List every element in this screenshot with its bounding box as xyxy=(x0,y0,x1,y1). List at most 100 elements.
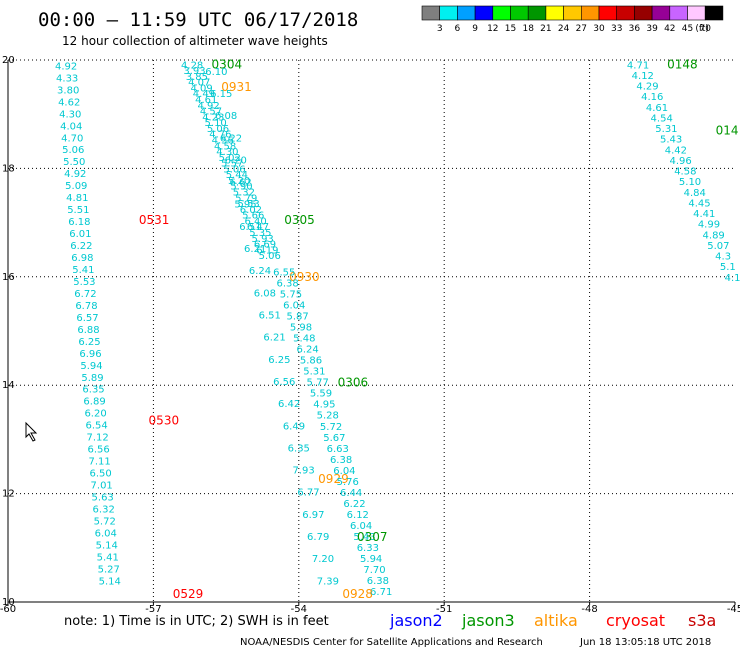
swh-value-label: 4.81 xyxy=(66,193,88,204)
swh-value-label: 6.63 xyxy=(327,444,349,455)
swh-value-label: 6.42 xyxy=(278,399,300,410)
swh-value-label: 4.16 xyxy=(641,92,663,103)
swh-value-label: 4.45 xyxy=(688,198,710,209)
footer-note: note: 1) Time is in UTC; 2) SWH is in fe… xyxy=(64,614,329,629)
swh-value-label: 6.88 xyxy=(77,325,99,336)
swh-value-label: 5.06 xyxy=(207,124,229,135)
swh-value-label: 6.62 xyxy=(230,178,252,189)
swh-value-label: 5.14 xyxy=(99,576,121,587)
swh-value-label: 5.06 xyxy=(62,145,84,156)
swh-value-label: 5.51 xyxy=(67,205,89,216)
swh-value-label: 5.44 xyxy=(226,170,248,181)
swh-value-label: 4.92 xyxy=(197,101,219,112)
swh-value-label: 5.32 xyxy=(233,188,255,199)
colorbar-tick-label: 6 xyxy=(455,24,461,34)
swh-value-label: 6.79 xyxy=(307,532,329,543)
swh-value-label: 6.51 xyxy=(259,311,281,322)
swh-value-label: 5.90 xyxy=(230,182,252,193)
satellite-legend-altika: altika xyxy=(534,611,578,630)
colorbar-tick-label: 42 xyxy=(664,24,675,34)
pass-time-label: 0529 xyxy=(173,587,204,601)
colorbar-unit: (ft) xyxy=(695,24,709,34)
pass-time-label: 0306 xyxy=(338,375,369,389)
swh-value-label: 6.25 xyxy=(78,337,100,348)
swh-value-label: 6.40 xyxy=(244,216,266,227)
swh-value-label: 6.02 xyxy=(240,205,262,216)
swh-value-label: 5.43 xyxy=(353,532,375,543)
colorbar-swatch xyxy=(439,5,458,21)
colorbar-swatch xyxy=(634,5,653,21)
swh-value-label: 6.98 xyxy=(71,253,93,264)
swh-value-label: 4.3 xyxy=(715,252,731,263)
swh-value-label: 6.33 xyxy=(357,543,379,554)
swh-value-label: 5.53 xyxy=(73,277,95,288)
colorbar-swatch xyxy=(527,5,547,21)
swh-value-label: 7.11 xyxy=(89,457,111,468)
swh-value-label: 5.72 xyxy=(320,422,342,433)
swh-value-label: 6.72 xyxy=(74,289,96,300)
satellite-legend-jason3: jason3 xyxy=(461,611,515,630)
swh-value-label: 6.01 xyxy=(69,229,91,240)
y-tick-label: 20 xyxy=(2,55,15,66)
colorbar-tick-label: 70 xyxy=(699,24,711,34)
swh-value-label: 4.09 xyxy=(190,83,212,94)
swh-value-label: 4.56 xyxy=(212,135,234,146)
swh-value-label: 6.08 xyxy=(254,288,276,299)
swh-value-label: 5.41 xyxy=(97,552,119,563)
swh-value-label: 5.41 xyxy=(72,265,94,276)
swh-value-label: 4.99 xyxy=(698,220,720,231)
satellite-legend-cryosat: cryosat xyxy=(606,611,665,630)
colorbar-swatch xyxy=(580,5,600,21)
colorbar-swatch xyxy=(651,5,671,21)
swh-value-label: 4.23 xyxy=(202,112,224,123)
swh-value-label: 5.93 xyxy=(252,234,274,245)
colorbar-swatch xyxy=(492,5,511,21)
x-tick-label: -51 xyxy=(436,604,452,615)
colorbar-tick-label: 33 xyxy=(611,24,622,34)
swh-value-label: 4.61 xyxy=(646,103,668,114)
swh-value-label: 6.96 xyxy=(79,349,101,360)
colorbar-swatch xyxy=(687,5,706,21)
swh-value-label: 5.10 xyxy=(205,118,227,129)
swh-value-label: 5.67 xyxy=(323,433,345,444)
swh-value-label: 6.24 xyxy=(249,266,271,277)
x-tick-label: -48 xyxy=(581,604,597,615)
swh-value-label: 7.20 xyxy=(312,554,334,565)
swh-value-label: 4.04 xyxy=(60,121,82,132)
swh-value-label: 6.71 xyxy=(370,587,392,598)
swh-value-label: 5.57 xyxy=(221,159,243,170)
swh-value-label: 3.85 xyxy=(186,72,208,83)
swh-value-label: 6.04 xyxy=(350,521,372,532)
swh-value-label: 6.69 xyxy=(254,240,276,251)
swh-value-label: 5.43 xyxy=(660,135,682,146)
swh-value-label: 6.57 xyxy=(76,313,98,324)
swh-value-label: 4.76 xyxy=(209,130,231,141)
swh-value-label: 5.77 xyxy=(307,378,329,389)
swh-value-label: 5.66 xyxy=(242,211,264,222)
swh-value-label: 5.79 xyxy=(235,193,257,204)
swh-value-label: 6.44 xyxy=(340,488,362,499)
swh-value-label: 4.33 xyxy=(56,73,78,84)
colorbar-swatch xyxy=(474,5,494,21)
pass-time-label: 0530 xyxy=(149,413,180,427)
swh-value-label: 6.24 xyxy=(297,345,319,356)
colorbar-tick-label: 27 xyxy=(576,24,587,34)
swh-value-label: 4.70 xyxy=(61,133,83,144)
swh-value-label: 5.95 xyxy=(234,200,256,211)
y-tick-label: 18 xyxy=(2,163,15,174)
swh-value-label: 4.49 xyxy=(193,89,215,100)
swh-value-label: 5.50 xyxy=(63,157,85,168)
swh-value-label: 4.89 xyxy=(703,230,725,241)
axis-tick-labels: -60 -57 -54 -51 -48 -45 10 12 14 16 18 20 xyxy=(0,55,740,615)
colorbar-tick-label: 36 xyxy=(629,24,641,34)
colorbar-tick-label: 30 xyxy=(593,24,605,34)
y-tick-label: 16 xyxy=(2,272,15,283)
pass-time-label: 0929 xyxy=(318,472,349,486)
swh-value-label: 6.35 xyxy=(288,443,310,454)
swh-value-label: 7.12 xyxy=(86,433,108,444)
swh-value-label: 6.50 xyxy=(90,469,112,480)
pass-time-label: 0305 xyxy=(284,213,315,227)
swh-value-label: 5.94 xyxy=(360,554,382,565)
swh-value-label: 6.20 xyxy=(225,155,247,166)
